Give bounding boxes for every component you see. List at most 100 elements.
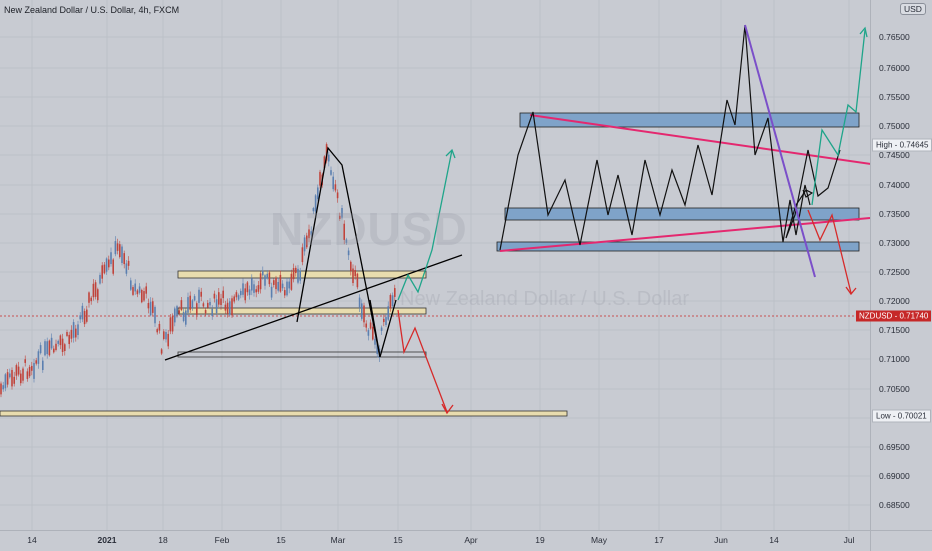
candle-body — [68, 334, 70, 345]
candle-body — [363, 305, 365, 323]
candle-body — [110, 252, 112, 265]
candle-body — [92, 283, 95, 298]
pattern-leg — [369, 299, 381, 358]
pink-support-line — [499, 217, 871, 252]
candle-body — [215, 299, 218, 314]
candle-body — [138, 286, 141, 293]
candle-body — [255, 289, 257, 293]
candle-body — [308, 229, 310, 239]
symbol-title[interactable]: New Zealand Dollar / U.S. Dollar, 4h, FX… — [4, 5, 180, 15]
candle-body — [385, 317, 387, 325]
candle-body — [134, 283, 136, 292]
candle-body — [103, 264, 106, 274]
price-level-label: 0.71000 — [879, 354, 910, 364]
candle-body — [125, 263, 128, 274]
candle-body — [303, 237, 306, 252]
candle-body — [299, 270, 301, 281]
price-path-right — [499, 24, 811, 251]
candle-body — [57, 340, 59, 344]
bearish-projection-right — [807, 209, 852, 294]
candle-body — [77, 324, 79, 336]
candle-body — [154, 306, 156, 324]
chart-canvas[interactable] — [0, 0, 879, 530]
candle-body — [193, 296, 196, 301]
time-label: Feb — [214, 535, 230, 545]
candle-body — [143, 291, 145, 301]
candle-body — [292, 268, 295, 280]
candle-body — [356, 273, 359, 288]
candle-body — [270, 286, 273, 298]
low-price-tag: Low - 0.70021 — [872, 409, 931, 423]
candle-body — [75, 328, 77, 338]
candle-body — [152, 301, 154, 313]
candle-body — [319, 171, 321, 186]
candle-body — [290, 273, 293, 290]
candle-body — [191, 300, 194, 309]
candle-body — [273, 280, 275, 285]
candle-body — [13, 376, 15, 384]
candle-body — [28, 366, 31, 377]
candle-body — [220, 298, 222, 306]
candle-body — [229, 301, 231, 315]
candle-body — [391, 295, 394, 307]
price-level-label: 0.75500 — [879, 92, 910, 102]
price-level-label: 0.76500 — [879, 32, 910, 42]
candle-body — [226, 302, 229, 314]
price-scale[interactable]: 0.76500 0.76000 0.75500 0.75000 0.74500 0.740… — [870, 0, 932, 530]
last-symbol: NZDUSD — [859, 311, 893, 321]
candle-body — [79, 315, 81, 320]
candle-body — [163, 331, 165, 339]
candle-body — [189, 295, 191, 310]
time-label: 2021 — [97, 535, 117, 545]
bearish-projection-left — [397, 309, 448, 413]
low-value: 0.70021 — [897, 411, 927, 421]
bullish-projection-right — [811, 29, 866, 206]
candle-body — [15, 365, 18, 376]
high-label: High — [876, 140, 893, 150]
price-level-label: 0.73500 — [879, 209, 910, 219]
price-level-label: 0.73000 — [879, 238, 910, 248]
candle-body — [383, 318, 385, 323]
candle-body — [0, 383, 2, 395]
candle-body — [330, 170, 332, 175]
candle-body — [39, 345, 42, 354]
price-level-label: 0.68500 — [879, 500, 910, 510]
high-value: 0.74645 — [899, 140, 929, 150]
candle-body — [97, 289, 99, 301]
candle-body — [165, 332, 167, 340]
candle-body — [367, 330, 370, 336]
candle-body — [169, 317, 172, 332]
time-label: Apr — [464, 535, 478, 545]
pattern-polyline — [296, 146, 397, 358]
time-scale[interactable]: 14 2021 18 Feb 15 Mar 15 Apr 19 May 17 Jun 14 Jul — [0, 530, 870, 551]
candle-body — [310, 231, 312, 235]
currency-badge[interactable]: USD — [900, 3, 926, 15]
price-level-label: 0.70500 — [879, 384, 910, 394]
time-label: 14 — [769, 535, 779, 545]
candle-body — [114, 241, 117, 255]
candle-body — [53, 348, 55, 353]
candle-body — [37, 351, 40, 364]
candle-body — [251, 278, 253, 291]
candle-body — [268, 272, 271, 285]
candle-body — [323, 156, 326, 169]
candle-body — [2, 385, 4, 390]
price-level-label: 0.72000 — [879, 296, 910, 306]
price-level-label: 0.69000 — [879, 471, 910, 481]
scale-corner — [870, 530, 932, 551]
candle-body — [242, 283, 244, 295]
candle-body — [185, 310, 187, 325]
arrow-head-green-right — [859, 26, 868, 38]
time-label: 15 — [276, 535, 286, 545]
candle-body — [145, 286, 147, 294]
candle-body — [372, 326, 374, 340]
candle-body — [341, 208, 343, 218]
chart-pane[interactable]: NZDUSD New Zealand Dollar / U.S. Dollar … — [0, 0, 879, 530]
candle-body — [196, 303, 198, 315]
candle-body — [72, 322, 75, 338]
candle-body — [35, 360, 37, 364]
price-level-label: 0.71500 — [879, 325, 910, 335]
candle-body — [288, 281, 290, 289]
candle-body — [64, 344, 66, 351]
